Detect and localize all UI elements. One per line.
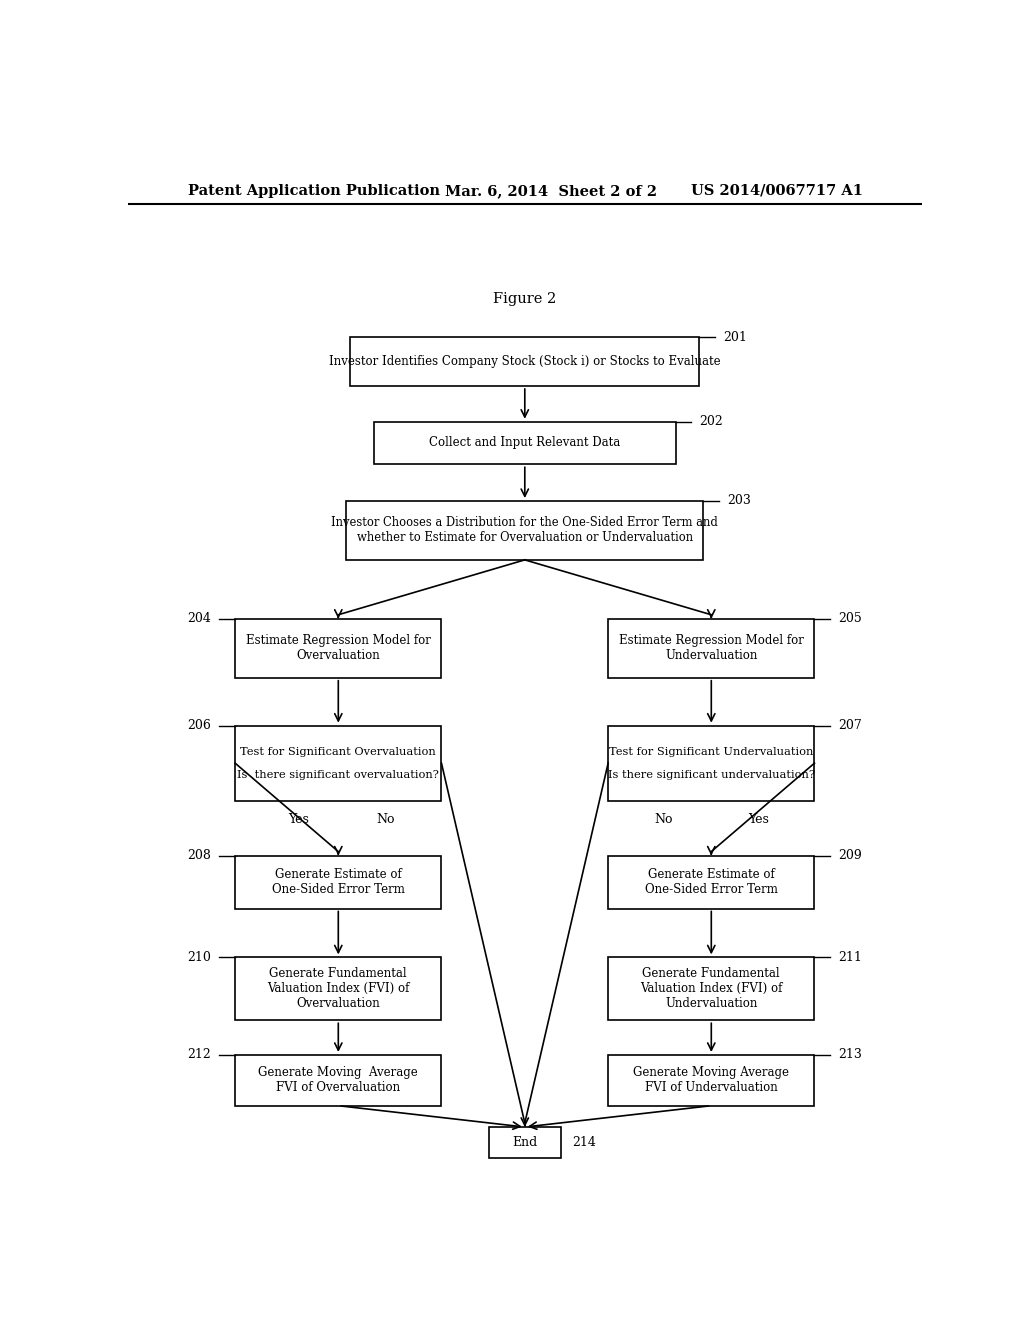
Bar <box>489 1127 560 1158</box>
Text: Yes: Yes <box>288 813 309 825</box>
Text: Generate Estimate of
One-Sided Error Term: Generate Estimate of One-Sided Error Ter… <box>645 869 778 896</box>
Text: No: No <box>377 813 395 825</box>
Bar <box>236 1055 441 1106</box>
Bar <box>608 957 814 1020</box>
Text: US 2014/0067717 A1: US 2014/0067717 A1 <box>691 183 863 198</box>
Bar <box>608 1055 814 1106</box>
Bar <box>236 957 441 1020</box>
Text: 214: 214 <box>572 1135 596 1148</box>
Bar <box>350 338 699 385</box>
Bar <box>236 855 441 908</box>
Bar <box>608 855 814 908</box>
Bar <box>236 726 441 801</box>
Text: Mar. 6, 2014  Sheet 2 of 2: Mar. 6, 2014 Sheet 2 of 2 <box>445 183 657 198</box>
Text: End: End <box>512 1135 538 1148</box>
Text: No: No <box>654 813 673 825</box>
Text: 211: 211 <box>839 950 862 964</box>
Text: 206: 206 <box>187 719 211 733</box>
Bar <box>608 619 814 677</box>
Text: Figure 2: Figure 2 <box>494 292 556 306</box>
Text: Estimate Regression Model for
Undervaluation: Estimate Regression Model for Undervalua… <box>618 635 804 663</box>
Text: 208: 208 <box>187 849 211 862</box>
Text: Generate Fundamental
Valuation Index (FVI) of
Overvaluation: Generate Fundamental Valuation Index (FV… <box>267 968 410 1010</box>
Text: 212: 212 <box>187 1048 211 1061</box>
Text: Test for Significant Overvaluation

Is  there significant overvaluation?: Test for Significant Overvaluation Is th… <box>238 747 439 780</box>
Bar <box>236 619 441 677</box>
Text: 207: 207 <box>839 719 862 733</box>
Text: 213: 213 <box>839 1048 862 1061</box>
Text: Generate Moving  Average
FVI of Overvaluation: Generate Moving Average FVI of Overvalua… <box>258 1067 418 1094</box>
Text: Generate Estimate of
One-Sided Error Term: Generate Estimate of One-Sided Error Ter… <box>271 869 404 896</box>
Text: Collect and Input Relevant Data: Collect and Input Relevant Data <box>429 437 621 450</box>
Text: 210: 210 <box>187 950 211 964</box>
Text: Patent Application Publication: Patent Application Publication <box>187 183 439 198</box>
Text: 205: 205 <box>839 612 862 626</box>
Text: 203: 203 <box>727 495 751 507</box>
Text: Generate Fundamental
Valuation Index (FVI) of
Undervaluation: Generate Fundamental Valuation Index (FV… <box>640 968 782 1010</box>
Text: Test for Significant Undervaluation

Is there significant undervaluation?: Test for Significant Undervaluation Is t… <box>608 747 815 780</box>
Bar <box>374 421 676 465</box>
Text: Investor Identifies Company Stock (Stock i) or Stocks to Evaluate: Investor Identifies Company Stock (Stock… <box>329 355 721 368</box>
Text: Yes: Yes <box>749 813 769 825</box>
Text: Generate Moving Average
FVI of Undervaluation: Generate Moving Average FVI of Undervalu… <box>633 1067 790 1094</box>
Text: Investor Chooses a Distribution for the One-Sided Error Term and
whether to Esti: Investor Chooses a Distribution for the … <box>332 516 718 544</box>
Text: 204: 204 <box>187 612 211 626</box>
Text: 201: 201 <box>723 331 748 343</box>
Bar <box>346 500 703 560</box>
Bar <box>608 726 814 801</box>
Text: 209: 209 <box>839 849 862 862</box>
Text: 202: 202 <box>699 416 723 428</box>
Text: Estimate Regression Model for
Overvaluation: Estimate Regression Model for Overvaluat… <box>246 635 431 663</box>
